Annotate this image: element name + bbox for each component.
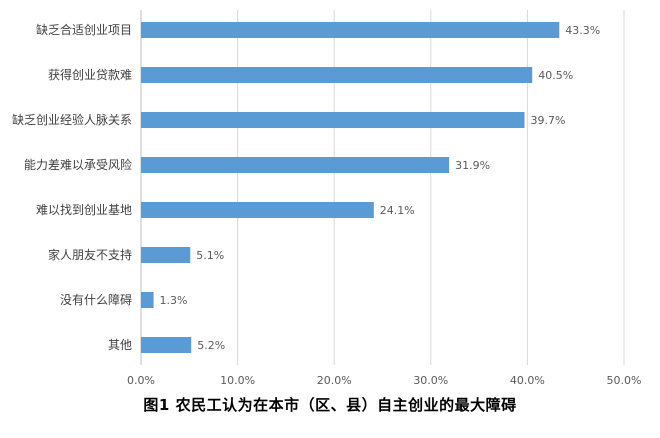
bar — [141, 337, 192, 353]
label-layer: 0.0% 10.0% 20.0% 30.0% 40.0% 50.0% 缺乏合适创业项目 43.… — [12, 22, 641, 387]
grid-layer — [140, 10, 625, 365]
category-label: 能力差难以承受风险 — [24, 157, 132, 172]
value-label: 5.1% — [196, 249, 224, 262]
value-label: 43.3% — [565, 24, 600, 37]
bar — [141, 112, 525, 128]
bar-layer — [141, 22, 560, 353]
bar — [141, 22, 560, 38]
category-label: 缺乏创业经验人脉关系 — [12, 112, 132, 127]
x-tick-label: 10.0% — [220, 374, 255, 387]
bar — [141, 157, 450, 173]
category-label: 其他 — [108, 338, 132, 352]
x-tick-label: 50.0% — [607, 374, 642, 387]
category-label: 缺乏合适创业项目 — [36, 22, 132, 37]
bar — [141, 202, 374, 218]
bar — [141, 247, 191, 263]
value-label: 39.7% — [531, 114, 566, 127]
x-tick-label: 0.0% — [127, 374, 155, 387]
x-tick-label: 20.0% — [317, 374, 352, 387]
figure-caption: 图1 农民工认为在本市（区、县）自主创业的最大障碍 — [143, 396, 517, 414]
bar — [141, 292, 154, 308]
x-tick-label: 40.0% — [510, 374, 545, 387]
category-label: 家人朋友不支持 — [48, 247, 132, 262]
category-label: 难以找到创业基地 — [36, 203, 132, 217]
bar — [141, 67, 533, 83]
value-label: 5.2% — [197, 339, 225, 352]
value-label: 31.9% — [455, 159, 490, 172]
x-tick-label: 30.0% — [413, 374, 448, 387]
value-label: 1.3% — [160, 294, 188, 307]
value-label: 24.1% — [380, 204, 415, 217]
bar-chart: 0.0% 10.0% 20.0% 30.0% 40.0% 50.0% 缺乏合适创业项目 43.… — [12, 10, 641, 387]
category-label: 没有什么障碍 — [60, 292, 132, 307]
value-label: 40.5% — [538, 69, 573, 82]
category-label: 获得创业贷款难 — [48, 67, 132, 82]
